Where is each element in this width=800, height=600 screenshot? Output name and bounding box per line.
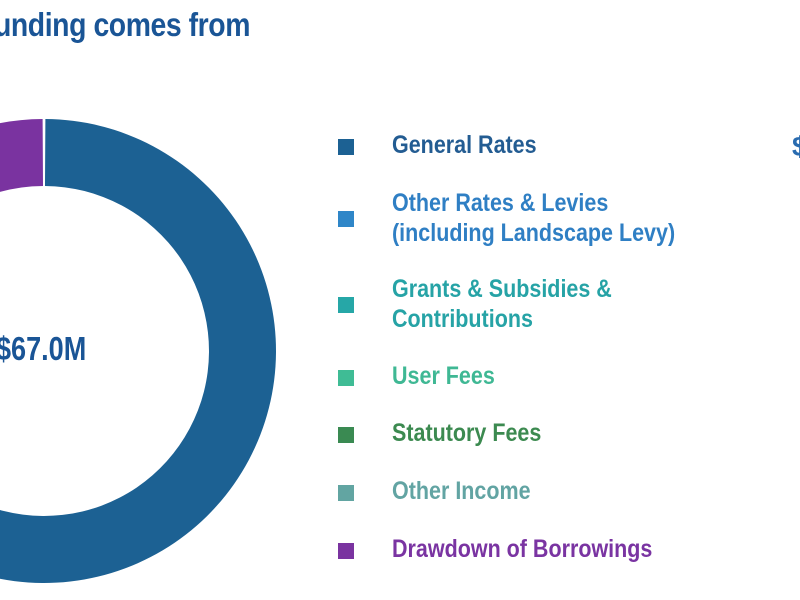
legend-label: General Rates (392, 131, 537, 159)
legend-label: Other Income (392, 477, 531, 505)
legend-swatch-icon (338, 297, 354, 313)
partial-text: $ (792, 131, 800, 162)
legend-swatch-icon (338, 485, 354, 501)
chart-title: unding comes from (0, 6, 251, 43)
legend-swatch-icon (338, 543, 354, 559)
legend-swatch-icon (338, 370, 354, 386)
donut-slice (0, 119, 44, 193)
legend-swatch-icon (338, 427, 354, 443)
legend-label: Drawdown of Borrowings (392, 535, 653, 563)
legend-label: Statutory Fees (392, 419, 542, 447)
legend-swatch-icon (338, 211, 354, 227)
donut-center-total: $67.0M (0, 330, 87, 367)
legend-label: Grants & Subsidies & Contributions (392, 275, 612, 333)
legend-label: User Fees (392, 362, 495, 390)
legend-label: Other Rates & Levies (including Landscape… (392, 189, 676, 247)
donut-slice (0, 119, 276, 583)
legend-swatch-icon (338, 139, 354, 155)
